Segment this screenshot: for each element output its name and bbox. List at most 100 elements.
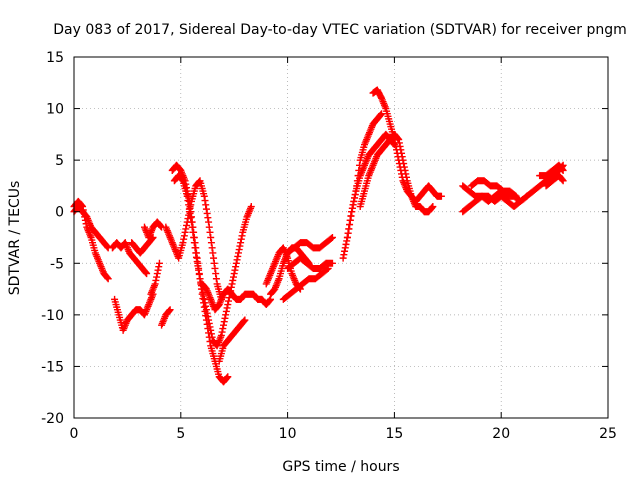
data-point <box>195 266 203 274</box>
series-26 <box>536 161 567 180</box>
series-27 <box>542 172 567 190</box>
x-tick-label: 10 <box>279 426 297 442</box>
data-point <box>151 280 159 288</box>
data-point <box>354 172 362 180</box>
data-point <box>352 187 360 195</box>
data-point <box>178 176 186 184</box>
plot-frame <box>73 56 609 419</box>
y-tick-label: -5 <box>50 256 64 272</box>
data-point <box>185 205 193 213</box>
data-point <box>559 166 567 174</box>
data-point <box>231 266 239 274</box>
data-point <box>342 240 350 248</box>
data-point <box>184 197 192 205</box>
data-point <box>185 197 193 205</box>
data-point <box>180 235 188 243</box>
data-point <box>236 242 244 250</box>
data-point <box>181 228 189 236</box>
x-axis-label: GPS time / hours <box>282 459 399 475</box>
data-point <box>234 252 242 260</box>
chart-title: Day 083 of 2017, Sidereal Day-to-day VTE… <box>53 22 627 38</box>
data-point <box>437 192 445 200</box>
data-point <box>377 93 385 101</box>
data-point <box>323 265 331 273</box>
data-point <box>353 177 361 185</box>
x-tick-label: 5 <box>176 426 185 442</box>
data-point <box>206 323 214 331</box>
data-point <box>202 306 210 314</box>
data-point <box>347 212 355 220</box>
data-point <box>205 316 213 324</box>
data-point <box>220 321 228 329</box>
data-point <box>350 197 358 205</box>
data-point <box>232 263 240 271</box>
y-tick-label: -10 <box>41 308 64 324</box>
data-point <box>103 274 111 282</box>
data-point <box>192 253 200 261</box>
data-point <box>142 269 150 277</box>
series-21 <box>369 86 445 205</box>
series-15 <box>284 254 336 272</box>
data-point <box>241 316 249 324</box>
data-point <box>512 192 520 200</box>
y-tick-label: 5 <box>55 153 64 169</box>
y-tick-label: -15 <box>41 359 64 375</box>
series-7 <box>158 306 174 329</box>
data-point <box>182 221 190 229</box>
data-point <box>348 208 356 216</box>
data-point <box>204 313 212 321</box>
data-point <box>229 273 237 281</box>
data-point <box>324 264 332 272</box>
series-8 <box>162 177 225 303</box>
data-point <box>200 295 208 303</box>
data-point <box>179 239 187 247</box>
data-point <box>155 259 163 267</box>
data-point <box>343 237 351 245</box>
data-point <box>186 209 194 217</box>
data-point <box>205 319 213 327</box>
data-point <box>395 156 403 164</box>
x-tick-labels: 0 5 10 15 20 25 <box>70 426 617 442</box>
data-point <box>203 209 211 217</box>
data-point <box>190 239 198 247</box>
data-point <box>351 194 359 202</box>
data-point <box>143 270 151 278</box>
series-23 <box>459 192 531 216</box>
data-point <box>207 239 215 247</box>
data-point <box>355 166 363 174</box>
series-12 <box>215 316 249 365</box>
data-point <box>183 192 191 200</box>
y-axis-label: SDTVAR / TECUs <box>7 181 23 296</box>
data-point <box>346 216 354 224</box>
data-point <box>218 328 226 336</box>
series-4 <box>128 234 157 257</box>
data-point <box>208 244 216 252</box>
series-19 <box>343 110 386 241</box>
x-tick-label: 0 <box>70 426 79 442</box>
data-point <box>155 263 163 271</box>
data-point <box>234 249 242 257</box>
data-point <box>558 176 566 184</box>
data-point <box>182 225 190 233</box>
data-point <box>189 228 197 236</box>
data-point <box>203 309 211 317</box>
data-point <box>208 333 216 341</box>
data-point <box>343 234 351 241</box>
x-tick-label: 15 <box>385 426 403 442</box>
data-point <box>191 244 199 252</box>
series-6 <box>147 259 163 298</box>
data-point <box>212 270 220 278</box>
data-point <box>237 239 245 247</box>
y-tick-label: 0 <box>55 205 64 221</box>
data-point <box>328 234 336 241</box>
series-17 <box>279 264 332 303</box>
data-point <box>233 256 241 264</box>
data-point <box>511 191 519 199</box>
data-point <box>207 326 215 334</box>
data-point <box>180 232 188 240</box>
data-point <box>394 135 402 143</box>
data-point <box>238 232 246 240</box>
data-point <box>340 251 348 259</box>
data-point <box>212 275 220 283</box>
data-point <box>195 270 203 278</box>
